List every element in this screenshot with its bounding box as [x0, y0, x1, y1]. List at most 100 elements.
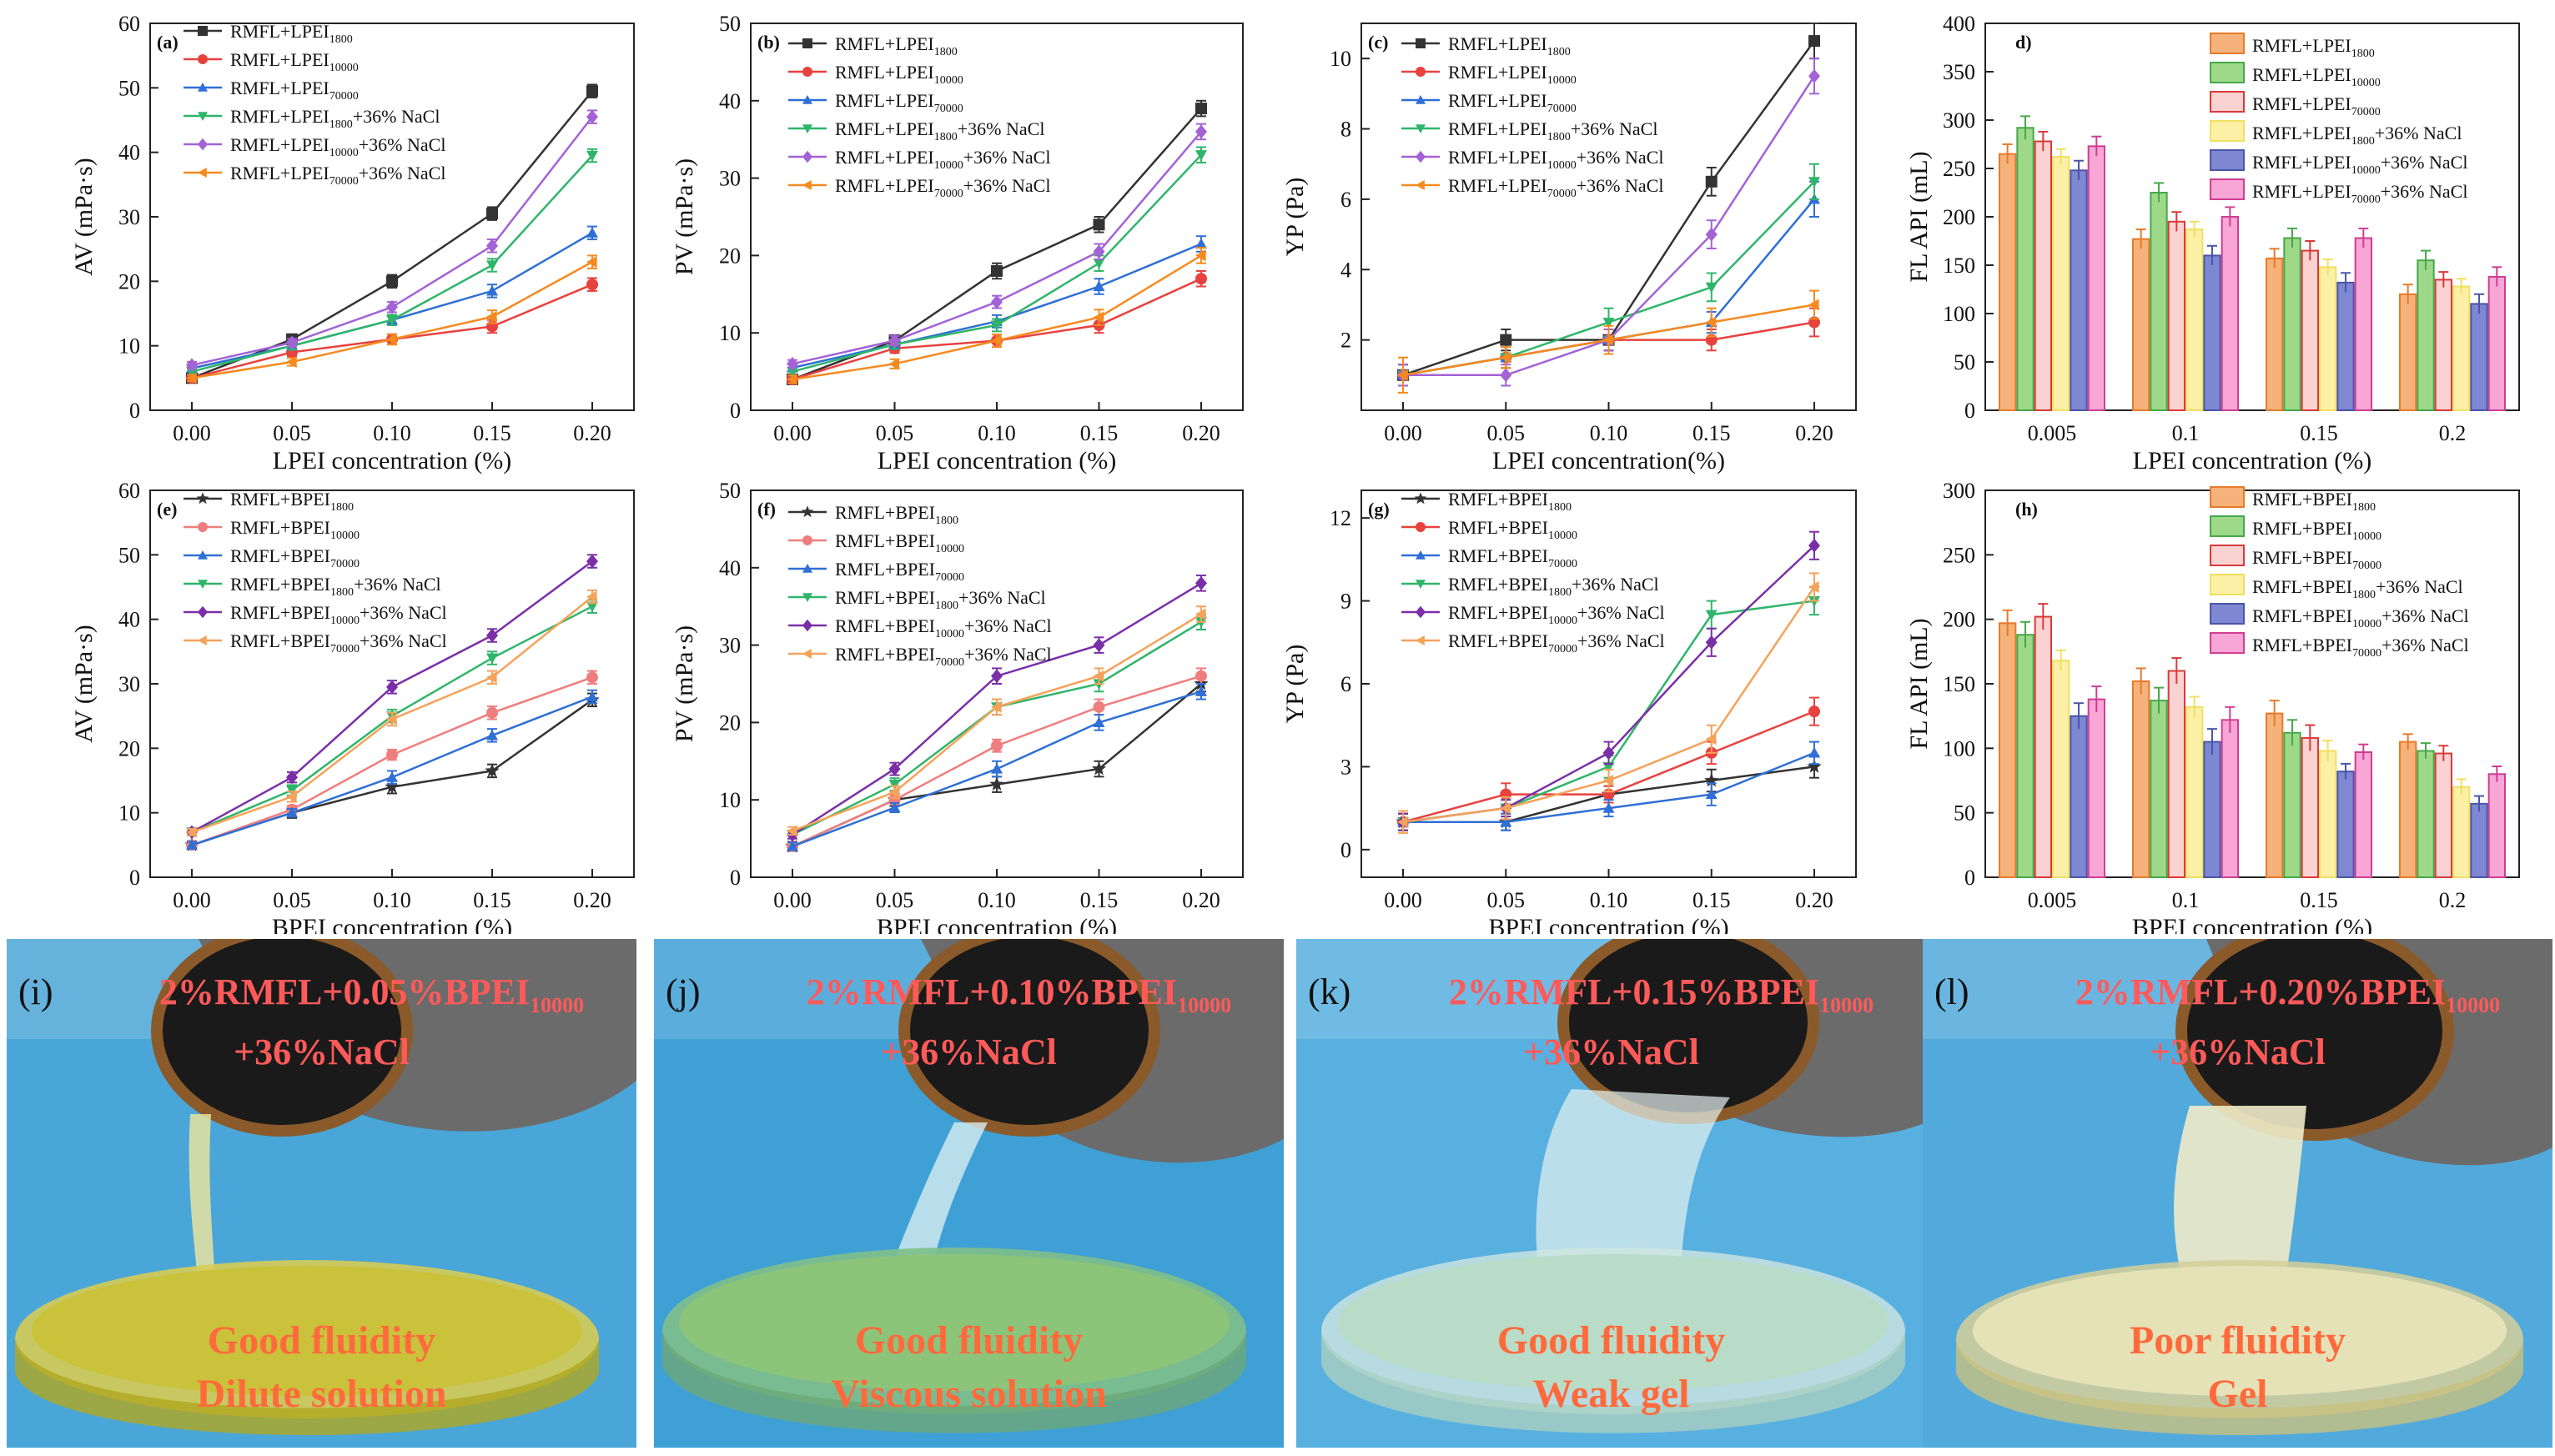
chart-f-series-5-point-2	[991, 700, 1002, 713]
chart-g-legend-3: RMFL+BPEI1800+36% NaCl	[1401, 574, 1659, 599]
chart-f-series-5-point-4	[1195, 608, 1206, 620]
chart-e-legend-0-label: RMFL+BPEI1800	[230, 489, 354, 514]
chart-e-ytick-label-4: 40	[118, 608, 140, 632]
chart-h-series-5-bar-1	[2221, 719, 2240, 878]
chart-c-ytick-label-2: 6	[1340, 188, 1351, 212]
chart-f-series-1-point-3	[1093, 700, 1105, 713]
chart-g-legend-0: RMFL+BPEI1800	[1401, 489, 1572, 514]
chart-b-series-2-point-4	[1195, 238, 1207, 249]
chart-c-legend-0-marker	[1416, 38, 1426, 48]
chart-h-series-1-bar-1	[2150, 700, 2168, 879]
chart-b-series-4-point-2	[991, 294, 1003, 309]
chart-e-legend-3: RMFL+BPEI1800+36% NaCl	[184, 574, 441, 599]
chart-f-xtick-label-0: 0.00	[773, 888, 812, 912]
chart-e-series-3-point-3	[486, 653, 498, 665]
photo-j: (j) 2%RMFL+0.10%BPEI10000 +36%NaCl Good …	[654, 939, 1284, 1448]
chart-g-legend-3-marker	[1416, 580, 1426, 589]
chart-d-series-3-bar-3	[2452, 285, 2471, 411]
chart-f-series-5-point-1	[888, 786, 900, 798]
chart-g-panel-label: (g)	[1368, 499, 1390, 520]
chart-g: 0 3 6 9 12 0.00 0.05 0.10 0.15 0.20 BPEI concentra…	[1281, 489, 1857, 934]
chart-g-series-5-point-2	[1602, 775, 1614, 786]
chart-d-ytick-label-3: 150	[1943, 254, 1975, 278]
chart-g-ytick-label-3: 9	[1340, 590, 1351, 614]
chart-d-legend-5-swatch	[2210, 178, 2245, 200]
chart-g-legend-2: RMFL+BPEI70000	[1401, 545, 1577, 570]
chart-a-panel-label: (a)	[157, 32, 179, 53]
chart-g-frame	[1360, 490, 1857, 878]
chart-d-series-1	[2016, 115, 2435, 412]
chart-f-series-3-point-1	[888, 780, 901, 791]
chart-a-ytick-label-2: 20	[118, 269, 140, 294]
photo-i-caption: 2%RMFL+0.05%BPEI10000 +36%NaCl	[158, 972, 585, 1072]
chart-f-legend-4: RMFL+BPEI10000+36% NaCl	[788, 615, 1052, 640]
chart-a-series-0-point-2	[386, 275, 398, 288]
photo-k-label: (k)	[1308, 972, 1351, 1012]
chart-e-ytick-label-6: 60	[118, 479, 140, 503]
chart-d-series-4	[2070, 159, 2488, 411]
chart-a-series-1-line	[191, 284, 593, 379]
chart-d-legend-3-swatch	[2210, 120, 2245, 142]
chart-f-legend-0-marker	[801, 505, 814, 518]
chart-g-xtick-label-3: 0.15	[1692, 888, 1731, 912]
chart-b-series-3-point-2	[991, 320, 1003, 331]
chart-d-xlabel: LPEI concentration (%)	[2133, 447, 2372, 474]
chart-e-series-5-point-3	[486, 671, 497, 684]
chart-b-series-3-point-4	[1195, 150, 1207, 161]
chart-f-series-2-point-2	[991, 763, 1003, 774]
chart-e-series-2-point-0	[186, 839, 198, 850]
photo-k-fluidity: Good fluidity Weak gel	[1496, 1318, 1726, 1416]
chart-h-ytick-label-1: 50	[1954, 801, 1975, 826]
chart-f-legend-1-marker	[802, 535, 812, 545]
chart-c-legend-5: RMFL+LPEI70000+36% NaCl	[1401, 175, 1663, 200]
chart-a-series-4-point-0	[186, 358, 198, 373]
chart-d-xtick-label-1: 0.1	[2172, 421, 2200, 445]
chart-a-legend-5-marker	[198, 168, 207, 178]
chart-a-series-2	[186, 225, 598, 374]
chart-e-legend-0: RMFL+BPEI1800	[184, 489, 354, 514]
chart-f-xtick-label-4: 0.20	[1182, 888, 1220, 912]
chart-c-series-4-point-1	[1500, 368, 1512, 383]
chart-g-legend-1: RMFL+BPEI10000	[1401, 517, 1577, 542]
chart-a-series-3-point-3	[486, 260, 498, 271]
chart-h-legend-0-label: RMFL+BPEI1800	[2252, 489, 2376, 514]
chart-f-ytick-label-5: 50	[719, 479, 741, 503]
chart-d-ytick-label-2: 100	[1943, 302, 1975, 326]
chart-e-panel-label: (e)	[157, 499, 177, 520]
chart-c-series-0-point-4	[1808, 35, 1820, 48]
chart-g-legend-0-label: RMFL+BPEI1800	[1448, 489, 1572, 514]
chart-e-series-5-point-0	[186, 826, 197, 838]
chart-f-xlabel: BPEI concentration (%)	[877, 914, 1117, 934]
photo-j-label: (j)	[666, 972, 701, 1012]
chart-e-series-4-point-2	[386, 680, 398, 695]
chart-h-series-2-bar-0	[2034, 615, 2053, 878]
chart-c-series-0-point-1	[1500, 334, 1512, 346]
chart-h-series-0-bar-2	[2266, 712, 2284, 878]
chart-g-series-4-point-4	[1808, 538, 1820, 553]
chart-f-ytick-label-1: 10	[719, 788, 741, 812]
chart-b-series-4-point-1	[888, 334, 901, 348]
chart-f-legend-2-marker	[802, 564, 812, 573]
chart-g-xtick-label-2: 0.10	[1590, 888, 1628, 912]
chart-g-series-5-point-1	[1500, 802, 1511, 815]
chart-e-legend-2: RMFL+BPEI70000	[184, 545, 360, 570]
chart-c-series-5-point-0	[1397, 369, 1408, 381]
chart-d-ytick-label-4: 200	[1943, 205, 1975, 229]
chart-b-legend-2: RMFL+LPEI70000	[788, 90, 963, 115]
photo-k-scene	[1296, 939, 1926, 1448]
chart-a-legend-4: RMFL+LPEI10000+36% NaCl	[184, 134, 445, 159]
chart-b-series-0-point-2	[991, 264, 1003, 277]
chart-h-series-3	[2052, 649, 2471, 879]
photo-i-scene	[7, 939, 636, 1448]
chart-a-xtick-label-4: 0.20	[573, 421, 611, 445]
chart-d-series-0-bar-3	[2399, 293, 2417, 411]
chart-g-series-4-point-2	[1602, 746, 1615, 761]
chart-h-ylabel: FL API (mL)	[1905, 618, 1933, 749]
chart-h-series-1	[2016, 620, 2435, 879]
chart-a-series-5	[186, 254, 597, 384]
chart-h-series-2-bar-1	[2167, 670, 2186, 878]
chart-b-legend-3-marker	[802, 124, 812, 133]
chart-f-legend-5-marker	[802, 649, 812, 659]
chart-d-series-2	[2034, 130, 2453, 412]
chart-h-ytick-label-0: 0	[1964, 866, 1975, 890]
